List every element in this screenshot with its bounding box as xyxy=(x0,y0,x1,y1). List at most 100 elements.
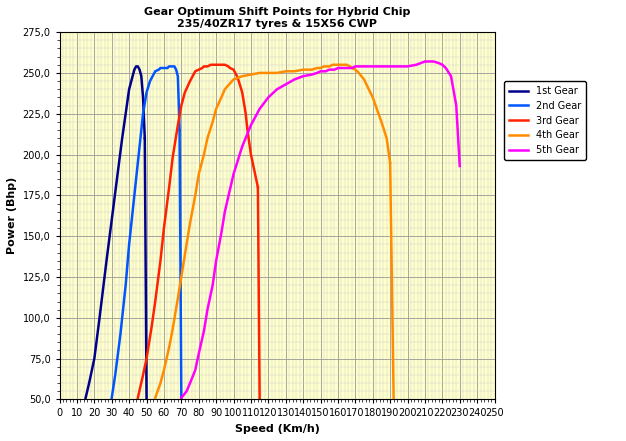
5th Gear xyxy=(442,65,449,71)
4th Gear xyxy=(329,62,336,67)
2nd Gear xyxy=(165,64,173,69)
4th Gear xyxy=(165,344,173,350)
3rd Gear xyxy=(250,168,258,173)
4th Gear xyxy=(299,67,307,72)
3rd Gear xyxy=(221,62,228,67)
1st Gear xyxy=(108,217,115,223)
1st Gear xyxy=(141,135,148,141)
5th Gear xyxy=(192,367,199,373)
1st Gear xyxy=(82,395,90,400)
5th Gear xyxy=(331,67,338,72)
5th Gear xyxy=(212,258,220,263)
4th Gear xyxy=(346,64,354,69)
5th Gear xyxy=(187,381,194,386)
Y-axis label: Power (Bhp): Power (Bhp) xyxy=(7,177,17,254)
4th Gear xyxy=(331,62,338,67)
1st Gear xyxy=(132,64,140,69)
4th Gear xyxy=(156,381,164,386)
5th Gear xyxy=(352,64,359,69)
3rd Gear xyxy=(209,62,217,67)
4th Gear xyxy=(265,70,272,75)
4th Gear xyxy=(383,135,391,141)
1st Gear xyxy=(113,176,121,182)
2nd Gear xyxy=(171,64,178,69)
4th Gear xyxy=(337,62,345,67)
2nd Gear xyxy=(155,67,163,72)
4th Gear xyxy=(355,70,362,75)
3rd Gear xyxy=(140,372,147,377)
4th Gear xyxy=(322,64,329,69)
5th Gear xyxy=(183,389,190,394)
5th Gear xyxy=(221,209,228,214)
5th Gear xyxy=(448,74,455,79)
1st Gear xyxy=(118,135,126,141)
3rd Gear xyxy=(235,78,242,84)
4th Gear xyxy=(178,274,185,280)
3rd Gear xyxy=(225,64,232,69)
5th Gear xyxy=(282,82,289,87)
5th Gear xyxy=(386,64,394,69)
Line: 5th Gear: 5th Gear xyxy=(182,61,459,398)
4th Gear xyxy=(326,64,333,69)
3rd Gear xyxy=(148,323,155,329)
3rd Gear xyxy=(207,62,215,67)
3rd Gear xyxy=(203,64,211,69)
5th Gear xyxy=(203,307,211,312)
5th Gear xyxy=(421,59,429,64)
3rd Gear xyxy=(252,176,260,182)
5th Gear xyxy=(361,64,368,69)
Line: 2nd Gear: 2nd Gear xyxy=(111,67,180,398)
X-axis label: Speed (Km/h): Speed (Km/h) xyxy=(235,424,319,434)
5th Gear xyxy=(343,65,351,71)
4th Gear xyxy=(192,193,199,198)
3rd Gear xyxy=(200,64,208,69)
2nd Gear xyxy=(138,127,145,133)
5th Gear xyxy=(178,395,185,400)
Line: 1st Gear: 1st Gear xyxy=(86,67,145,398)
3rd Gear xyxy=(165,185,173,190)
4th Gear xyxy=(339,62,347,67)
5th Gear xyxy=(404,64,411,69)
5th Gear xyxy=(395,64,403,69)
4th Gear xyxy=(247,72,255,77)
5th Gear xyxy=(239,144,246,149)
5th Gear xyxy=(218,230,225,235)
4th Gear xyxy=(334,62,342,67)
5th Gear xyxy=(256,106,264,112)
4th Gear xyxy=(369,95,376,100)
2nd Gear xyxy=(108,395,115,400)
3rd Gear xyxy=(212,62,220,67)
3rd Gear xyxy=(244,127,251,133)
5th Gear xyxy=(299,74,307,79)
4th Gear xyxy=(386,160,394,165)
4th Gear xyxy=(221,86,228,92)
4th Gear xyxy=(313,65,321,71)
Legend: 1st Gear, 2nd Gear, 3rd Gear, 4th Gear, 5th Gear: 1st Gear, 2nd Gear, 3rd Gear, 4th Gear, … xyxy=(504,81,586,160)
2nd Gear xyxy=(172,67,180,72)
5th Gear xyxy=(308,72,316,77)
Title: Gear Optimum Shift Points for Hybrid Chip
235/40ZR17 tyres & 15X56 CWP: Gear Optimum Shift Points for Hybrid Chi… xyxy=(144,7,410,29)
1st Gear xyxy=(103,258,110,263)
3rd Gear xyxy=(190,72,197,77)
4th Gear xyxy=(209,119,217,124)
5th Gear xyxy=(430,59,438,64)
3rd Gear xyxy=(156,258,164,263)
5th Gear xyxy=(274,86,281,92)
5th Gear xyxy=(209,283,217,288)
3rd Gear xyxy=(226,65,233,71)
2nd Gear xyxy=(169,64,177,69)
2nd Gear xyxy=(150,72,157,77)
3rd Gear xyxy=(247,152,255,157)
1st Gear xyxy=(85,381,93,386)
3rd Gear xyxy=(151,299,159,304)
4th Gear xyxy=(169,327,177,332)
4th Gear xyxy=(239,74,246,79)
4th Gear xyxy=(200,152,208,157)
4th Gear xyxy=(308,67,316,72)
3rd Gear xyxy=(192,69,199,74)
3rd Gear xyxy=(174,123,182,128)
2nd Gear xyxy=(143,90,150,95)
5th Gear xyxy=(195,351,202,356)
5th Gear xyxy=(369,64,376,69)
5th Gear xyxy=(439,62,446,67)
